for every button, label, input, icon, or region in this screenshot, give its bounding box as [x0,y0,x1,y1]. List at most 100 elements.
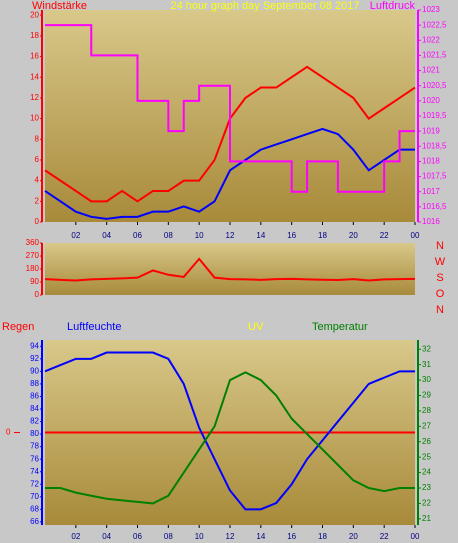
legend-label: UV [248,321,264,333]
x-tick-label: 22 [380,231,389,240]
y2-tick-label: 32 [422,344,431,353]
series-line [45,371,415,505]
y-tick-label: 90 [30,277,39,286]
y2-tick-label: 30 [422,375,431,384]
compass-label: N [436,304,444,316]
y-tick-label: 88 [30,379,39,388]
y2-tick-label: 1018 [422,157,440,166]
y-tick-label: 68 [30,504,39,513]
y2-label: Luftdruck [370,0,416,12]
y-tick-label: 66 [30,517,39,526]
y-tick-label: 90 [30,366,39,375]
y2-tick-label: 23 [422,483,431,492]
x-tick-label: 08 [164,231,173,240]
x-tick-label: 06 [133,231,142,240]
y-tick-label: 6 [35,155,40,164]
y2-tick-label: 25 [422,452,431,461]
x-tick-label: 18 [318,532,327,541]
y-tick-label: 78 [30,442,39,451]
y-tick-label: 74 [30,467,39,476]
y2-tick-label: 1018,5 [422,141,447,150]
x-tick-label: 20 [349,231,358,240]
y-tick-label: 10 [30,114,39,123]
x-tick-label: 14 [256,532,265,541]
y-tick-label: 92 [30,354,39,363]
series-line [44,127,415,220]
y-tick-label: 82 [30,417,39,426]
y-tick-label: 20 [30,10,39,19]
y2-tick-label: 1019 [422,126,440,135]
y2-tick-label: 31 [422,360,431,369]
x-tick-label: 04 [102,532,111,541]
x-tick-label: 06 [133,532,142,541]
y-tick-label: 16 [30,52,39,61]
y2-tick-label: 28 [422,406,431,415]
y-tick-label: 18 [30,31,39,40]
y-tick-label: 360 [26,238,40,247]
y2-tick-label: 21 [422,514,431,523]
y-tick-label: 0 [35,217,40,226]
y2-tick-label: 1021,5 [422,51,447,60]
y2-tick-label: 27 [422,421,431,430]
y2-tick-label: 1022 [422,35,440,44]
y2-tick-label: 26 [422,437,431,446]
y-tick-label: 14 [30,72,39,81]
y2-tick-label: 24 [422,468,431,477]
x-tick-label: 14 [256,231,265,240]
y-tick-label: 94 [30,341,39,350]
plot-bg [45,243,415,295]
y-tick-label: 0 [35,290,40,299]
x-tick-label: 22 [380,532,389,541]
y2-tick-label: 1020,5 [422,81,447,90]
y2-tick-label: 1021 [422,66,440,75]
y2-tick-label: 22 [422,499,431,508]
y-label: Windstärke [32,0,87,12]
y-tick-label: 70 [30,492,39,501]
compass-label: N [436,240,444,252]
y-tick-label: 72 [30,479,39,488]
y-tick-label: 84 [30,404,39,413]
y-tick-label: 86 [30,392,39,401]
y3-tick-label: 0 [6,428,11,437]
legend-label: Temperatur [312,321,368,333]
x-tick-label: 00 [411,532,420,541]
y-tick-label: 180 [26,264,40,273]
compass-label: W [435,256,446,268]
compass-label: S [436,272,443,284]
y2-tick-label: 1023 [422,5,440,14]
y2-tick-label: 1016,5 [422,202,447,211]
x-tick-label: 10 [195,532,204,541]
y2-tick-label: 1019,5 [422,111,447,120]
x-tick-label: 20 [349,532,358,541]
x-tick-label: 08 [164,532,173,541]
x-tick-label: 04 [102,231,111,240]
series-line [44,257,416,282]
x-tick-label: 02 [71,532,80,541]
y2-tick-label: 1016 [422,217,440,226]
legend-label: Regen [2,321,34,333]
x-tick-label: 00 [411,231,420,240]
y-tick-label: 2 [35,196,40,205]
series-line [45,24,415,193]
y2-tick-label: 1017 [422,187,440,196]
y-tick-label: 8 [35,134,40,143]
x-tick-label: 02 [71,231,80,240]
chart-title: 24 hour graph day September 08 2017 [171,0,360,12]
y-tick-label: 76 [30,454,39,463]
x-tick-label: 10 [195,231,204,240]
y-tick-label: 80 [30,429,39,438]
compass-label: O [436,288,445,300]
y2-tick-label: 1017,5 [422,172,447,181]
x-tick-label: 12 [226,231,235,240]
x-tick-label: 12 [226,532,235,541]
series-line [44,351,415,511]
y-tick-label: 4 [35,176,40,185]
legend-label: Luftfeuchte [67,321,121,333]
x-tick-label: 16 [287,532,296,541]
y-tick-label: 12 [30,93,39,102]
y2-tick-label: 1020 [422,96,440,105]
x-tick-label: 16 [287,231,296,240]
y-tick-label: 270 [26,251,40,260]
y2-tick-label: 29 [422,391,431,400]
